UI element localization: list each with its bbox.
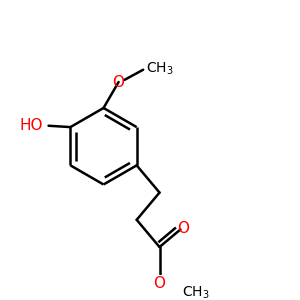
- Text: HO: HO: [20, 118, 43, 133]
- Text: CH$_3$: CH$_3$: [182, 285, 209, 300]
- Text: O: O: [177, 221, 189, 236]
- Text: O: O: [112, 74, 124, 89]
- Text: CH$_3$: CH$_3$: [146, 60, 173, 76]
- Text: O: O: [154, 276, 166, 291]
